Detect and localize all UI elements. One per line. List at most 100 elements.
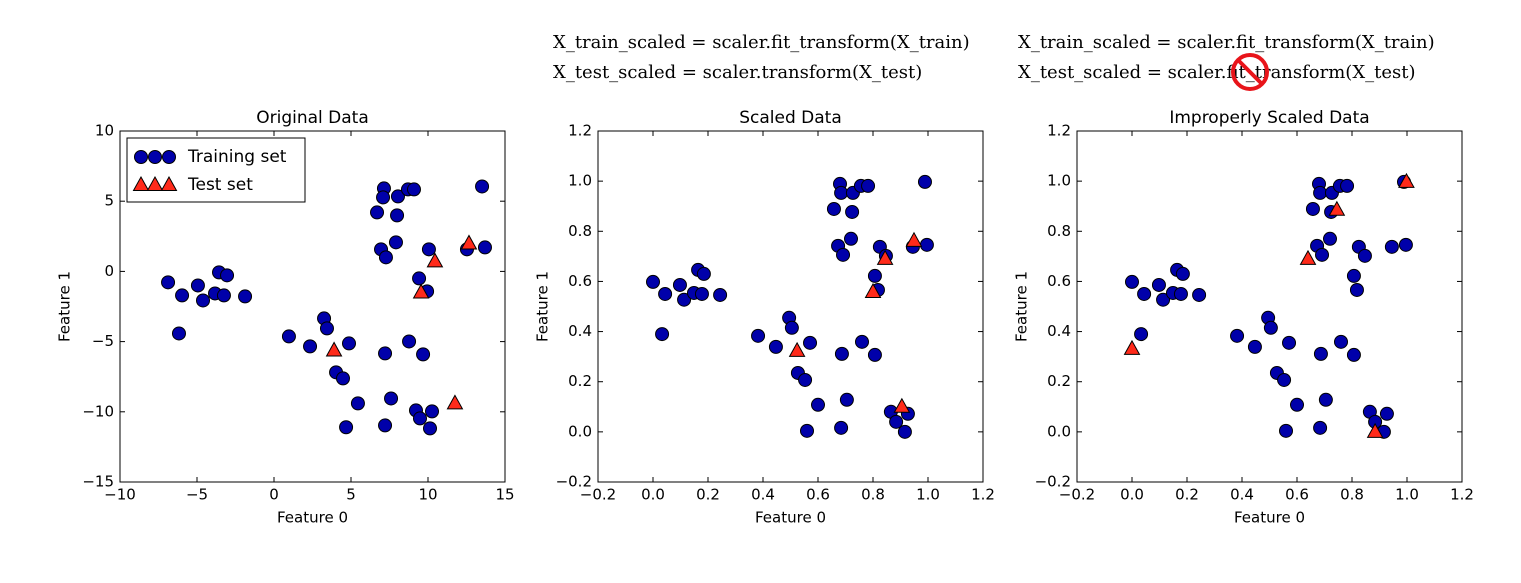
point [423, 421, 438, 436]
point [919, 237, 934, 252]
y-tick-label: 1.2 [568, 122, 592, 140]
point [378, 250, 393, 265]
point [281, 329, 296, 344]
point [1318, 392, 1333, 407]
legend-marker [132, 175, 150, 191]
point [834, 420, 849, 435]
x-tick-label: 0.4 [751, 486, 775, 504]
point [303, 339, 318, 354]
point [893, 397, 911, 413]
legend-marker [134, 150, 148, 164]
point [696, 266, 711, 281]
code-line: X_train_scaled = scaler.fit_transform(X_… [1018, 32, 1435, 53]
point [416, 347, 431, 362]
point [811, 397, 825, 412]
point [446, 394, 464, 410]
legend-marker [160, 175, 178, 191]
point [713, 287, 728, 302]
x-tick-label: 0.8 [1340, 486, 1364, 504]
legend-label: Test set [187, 175, 253, 195]
point [220, 268, 235, 283]
point [1247, 339, 1262, 354]
x-axis-label: Feature 0 [277, 509, 348, 527]
point [1305, 201, 1320, 216]
point [1156, 292, 1171, 307]
point [834, 346, 849, 361]
point [800, 423, 814, 438]
point [1173, 286, 1188, 301]
point [1125, 274, 1139, 289]
point [1334, 334, 1348, 349]
point [1123, 339, 1141, 355]
x-tick-label: 5 [346, 486, 356, 504]
x-tick-label: 0.0 [641, 486, 665, 504]
prohibited-icon [1231, 53, 1269, 91]
x-tick-label: 1.0 [916, 486, 940, 504]
point [845, 204, 860, 219]
point [905, 231, 923, 247]
point [1263, 320, 1278, 335]
y-tick-label: 0.0 [568, 422, 592, 440]
point [803, 335, 818, 350]
x-tick-label: 0.6 [1285, 486, 1309, 504]
point [1277, 372, 1292, 387]
y-tick-label: 1.0 [1047, 172, 1071, 190]
point [339, 420, 354, 435]
point [378, 346, 393, 361]
point [238, 289, 253, 304]
point [421, 242, 436, 257]
point [1379, 406, 1394, 421]
point [402, 334, 417, 349]
x-tick-label: −0.2 [580, 486, 616, 504]
point [1315, 247, 1330, 262]
point [319, 321, 334, 336]
y-axis-label: Feature 1 [1013, 271, 1031, 342]
point [406, 182, 421, 197]
point [867, 268, 882, 283]
chart-title: Improperly Scaled Data [1169, 108, 1369, 128]
point [1192, 287, 1207, 302]
point [788, 341, 806, 357]
x-tick-label: −0.2 [1059, 486, 1095, 504]
point [350, 396, 365, 411]
point [826, 201, 841, 216]
point [475, 179, 490, 194]
point [694, 286, 709, 301]
point [768, 339, 783, 354]
y-tick-label: 0.6 [1047, 272, 1071, 290]
point [412, 283, 430, 299]
legend-label: Training set [187, 147, 287, 167]
point [175, 288, 190, 303]
y-tick-label: 1.2 [1047, 122, 1071, 140]
x-tick-label: 10 [418, 486, 437, 504]
point [460, 234, 478, 250]
legend-marker [148, 150, 162, 164]
chart-title: Original Data [256, 108, 369, 128]
x-tick-label: 0.2 [1175, 486, 1199, 504]
point [655, 327, 670, 342]
point [844, 231, 858, 246]
y-axis-label: Feature 1 [56, 271, 74, 342]
chart-title: Scaled Data [739, 108, 842, 128]
x-tick-label: 15 [495, 486, 514, 504]
point [1398, 172, 1415, 188]
point [1328, 200, 1346, 216]
point [864, 282, 882, 298]
point [1175, 266, 1190, 281]
y-tick-label: −15 [82, 473, 114, 491]
point [839, 392, 854, 407]
y-tick-label: 0.0 [1047, 422, 1071, 440]
y-tick-label: 0.2 [568, 372, 592, 390]
legend-box [126, 137, 306, 203]
point [1313, 420, 1328, 435]
plot-frame [1076, 130, 1463, 483]
point [861, 178, 876, 193]
x-tick-label: 0 [269, 486, 279, 504]
point [325, 341, 343, 357]
point [889, 414, 904, 429]
x-axis-label: Feature 0 [1234, 509, 1305, 527]
point [161, 275, 176, 290]
point [1134, 327, 1149, 342]
point [1349, 282, 1364, 297]
y-tick-label: 0.4 [1047, 322, 1071, 340]
